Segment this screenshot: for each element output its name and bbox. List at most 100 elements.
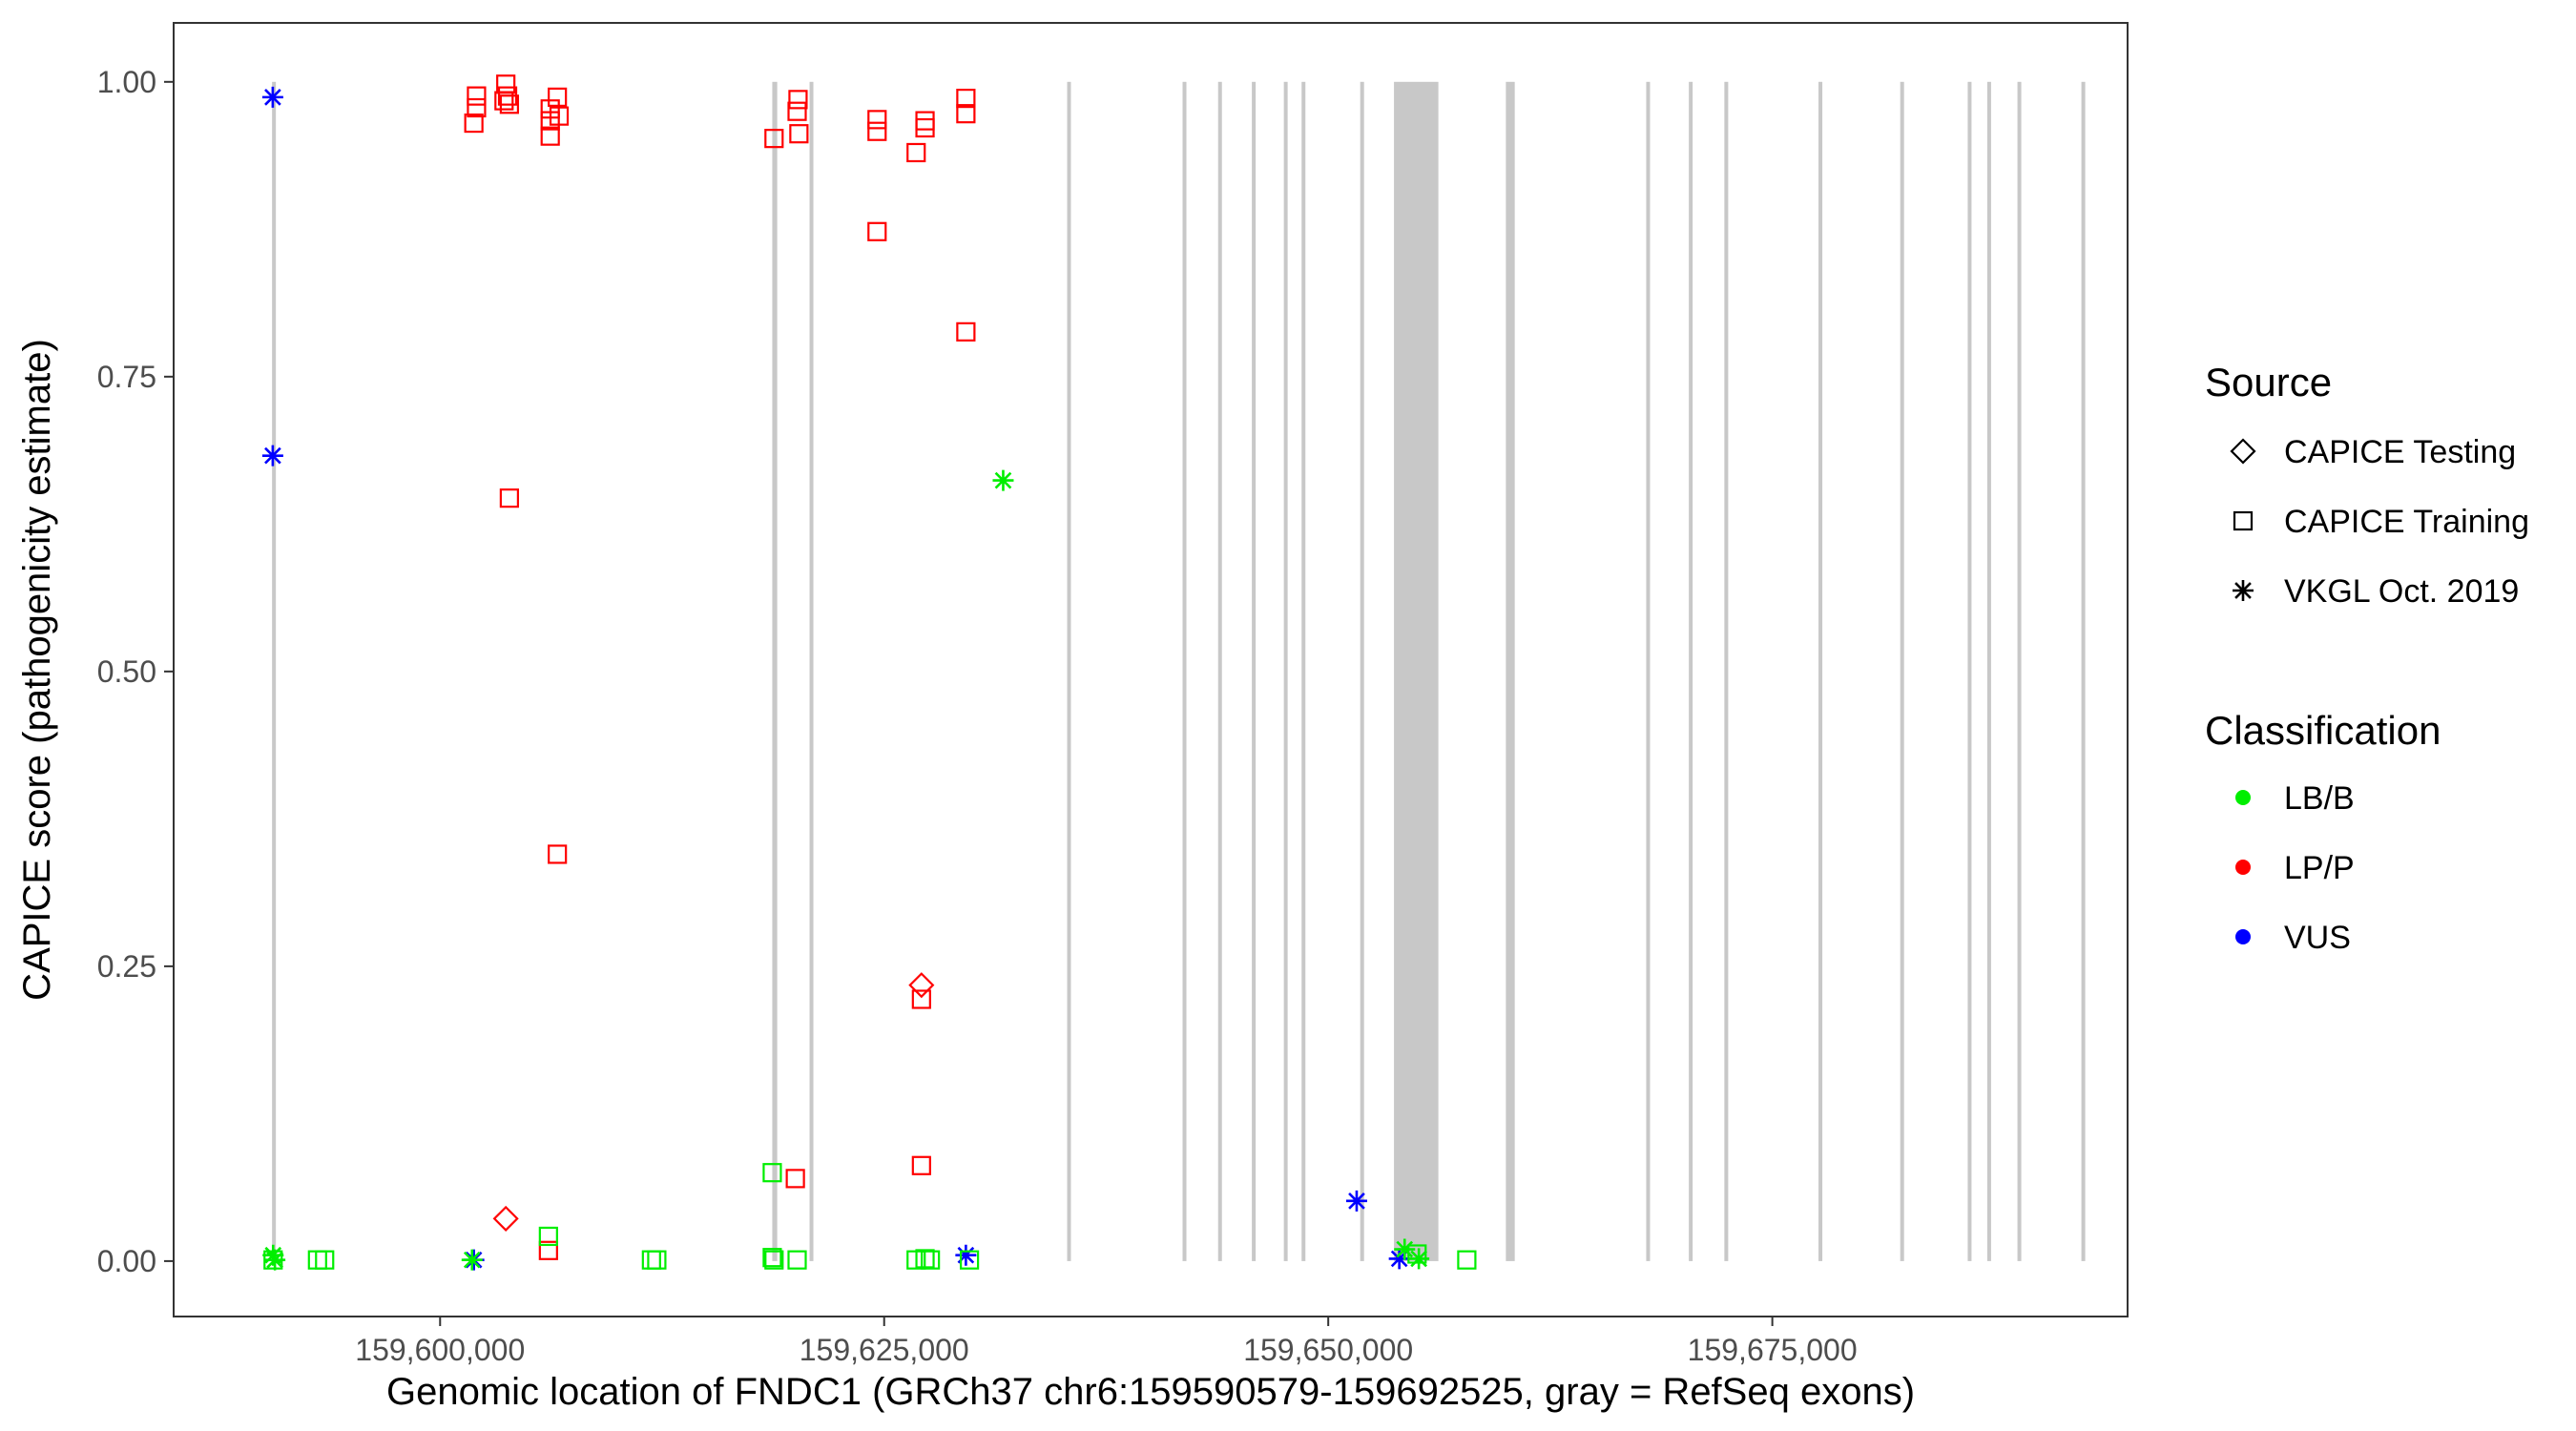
legend-source-title: Source xyxy=(2205,360,2332,404)
data-point xyxy=(788,90,808,110)
data-point xyxy=(494,91,514,111)
exon-band xyxy=(1967,81,1972,1261)
data-point xyxy=(956,89,976,109)
exon-layer xyxy=(272,81,2086,1261)
x-tick-label: 159,600,000 xyxy=(355,1333,525,1367)
exon-band xyxy=(1252,81,1257,1261)
data-point xyxy=(911,989,931,1009)
data-point xyxy=(467,97,487,118)
exon-band xyxy=(1283,81,1288,1261)
exon-band xyxy=(1900,81,1904,1261)
point-layer xyxy=(261,74,1477,1271)
data-point xyxy=(540,126,560,146)
legend-source-label: VKGL Oct. 2019 xyxy=(2284,573,2519,610)
plot-panel xyxy=(174,23,2128,1317)
data-point xyxy=(499,94,519,114)
data-point xyxy=(464,113,484,134)
legend-class-item: VUS xyxy=(2235,920,2351,956)
data-point xyxy=(1394,1238,1416,1260)
plot-panel-border xyxy=(173,22,2129,1317)
exon-band xyxy=(1689,81,1693,1261)
exon-band xyxy=(2081,81,2086,1261)
legend-key xyxy=(2233,580,2254,601)
exon-band xyxy=(1724,81,1729,1261)
x-tick-label: 159,625,000 xyxy=(800,1333,969,1367)
legend-source-label: CAPICE Training xyxy=(2284,504,2529,540)
legend-key xyxy=(2230,438,2256,465)
y-tick-label: 0.25 xyxy=(97,949,156,984)
legend-source-label: CAPICE Testing xyxy=(2284,434,2516,470)
data-point xyxy=(538,1226,558,1247)
data-point xyxy=(538,1240,558,1260)
data-point xyxy=(992,469,1014,491)
legend-class-label: VUS xyxy=(2284,920,2351,956)
data-point xyxy=(261,86,283,108)
y-tick-label: 0.75 xyxy=(97,360,156,394)
exon-band xyxy=(1394,81,1439,1261)
exon-band xyxy=(772,81,778,1261)
data-point xyxy=(959,1250,980,1270)
x-tick-label: 159,650,000 xyxy=(1243,1333,1413,1367)
data-point xyxy=(911,1155,931,1175)
data-point xyxy=(785,1169,805,1189)
data-point xyxy=(647,1250,667,1270)
data-point xyxy=(1345,1190,1367,1212)
exon-band xyxy=(1301,81,1306,1261)
data-point xyxy=(1457,1250,1477,1270)
data-point xyxy=(955,1244,977,1266)
data-point xyxy=(1408,1248,1430,1270)
x-tick-label: 159,675,000 xyxy=(1688,1333,1858,1367)
data-point xyxy=(956,104,976,124)
data-point xyxy=(264,1249,286,1271)
legend-key xyxy=(2235,790,2251,805)
exon-band xyxy=(1986,81,1991,1261)
legend-source-items: CAPICE Testing CAPICE Training VKGL Oct. 2… xyxy=(2230,434,2529,610)
legend-source-item: CAPICE Testing xyxy=(2230,434,2516,470)
data-point xyxy=(762,1163,782,1183)
data-point xyxy=(261,445,283,467)
data-point xyxy=(764,1250,784,1270)
legend-classification-title: Classification xyxy=(2205,708,2441,753)
exon-band xyxy=(1182,81,1187,1261)
exon-band xyxy=(1646,81,1651,1261)
data-point xyxy=(461,1249,483,1271)
data-point xyxy=(867,110,887,130)
y-axis: 0.00 0.25 0.50 0.75 1.00 xyxy=(97,65,174,1278)
legend-class-label: LB/B xyxy=(2284,780,2355,817)
legend-source-item: VKGL Oct. 2019 xyxy=(2233,573,2519,610)
data-point xyxy=(1407,1244,1427,1264)
data-point xyxy=(1388,1248,1410,1270)
data-point xyxy=(548,87,568,107)
data-point xyxy=(915,117,935,138)
exon-band xyxy=(1067,81,1071,1261)
data-point xyxy=(764,129,784,149)
y-axis-title: CAPICE score (pathogenicity estimate) xyxy=(16,339,58,1001)
legend-key xyxy=(2233,510,2254,531)
legend-class-item: LP/P xyxy=(2235,850,2355,886)
y-tick-label: 0.00 xyxy=(97,1244,156,1278)
data-point xyxy=(915,1249,935,1269)
data-point xyxy=(956,321,976,342)
data-point xyxy=(263,1250,283,1270)
exon-band xyxy=(1360,81,1364,1261)
legend-source-item: CAPICE Training xyxy=(2233,504,2529,540)
data-point xyxy=(548,844,568,864)
exon-band xyxy=(1818,81,1823,1261)
data-point xyxy=(789,124,809,144)
data-point xyxy=(262,1244,284,1266)
y-tick-label: 1.00 xyxy=(97,65,156,99)
exon-band xyxy=(1506,81,1515,1261)
legend-key xyxy=(2235,929,2251,944)
legend-key xyxy=(2235,860,2251,875)
legend-class-item: LB/B xyxy=(2235,780,2355,817)
exon-band xyxy=(272,81,277,1261)
x-axis: 159,600,000 159,625,000 159,650,000 159,675… xyxy=(355,1317,1858,1367)
data-point xyxy=(499,488,519,508)
data-point xyxy=(549,106,570,126)
exon-band xyxy=(2017,81,2022,1261)
data-point xyxy=(492,1205,519,1232)
data-point xyxy=(787,1250,807,1270)
legend-class-label: LP/P xyxy=(2284,850,2355,886)
legend: Source CAPICE Testing CAPICE Training VKGL… xyxy=(2205,360,2529,956)
data-point xyxy=(787,101,807,121)
